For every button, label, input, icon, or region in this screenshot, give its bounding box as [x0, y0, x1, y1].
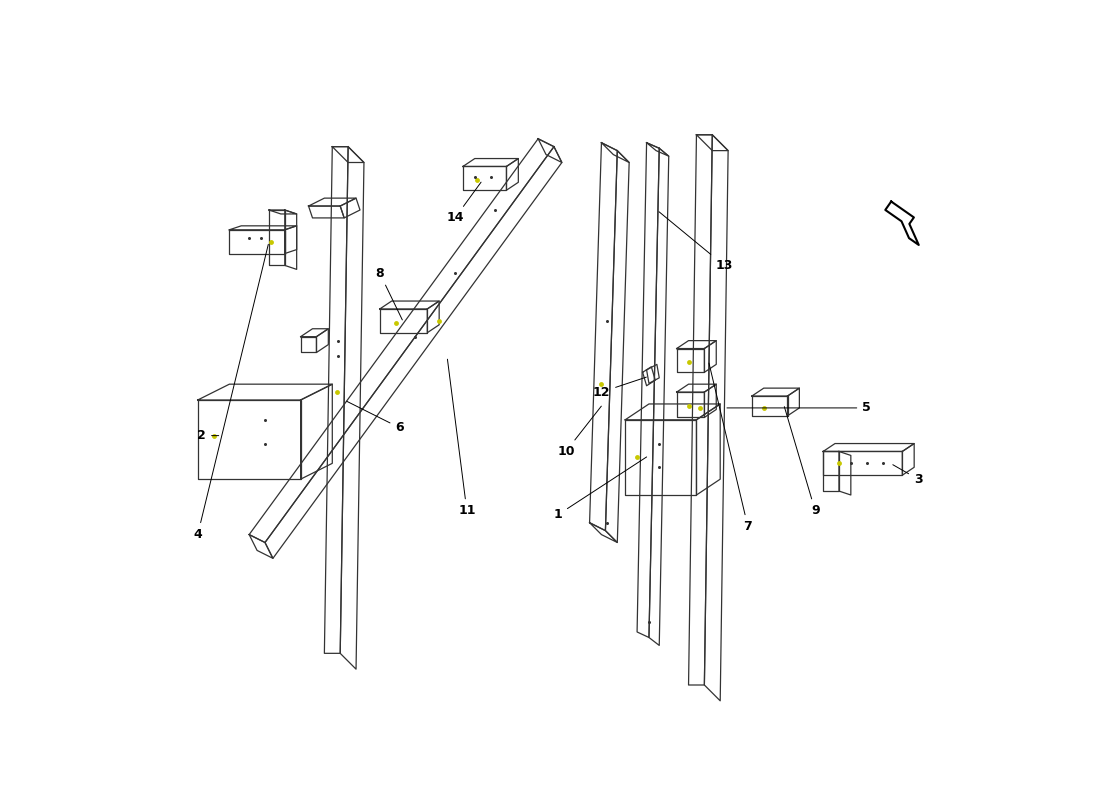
- Text: 2: 2: [197, 429, 219, 442]
- Polygon shape: [642, 366, 656, 386]
- Polygon shape: [340, 198, 360, 218]
- Text: 9: 9: [784, 406, 820, 518]
- Text: 12: 12: [593, 377, 647, 398]
- Polygon shape: [605, 150, 629, 542]
- Text: 5: 5: [727, 402, 871, 414]
- Polygon shape: [308, 198, 356, 206]
- Text: 1: 1: [553, 457, 647, 522]
- Polygon shape: [300, 337, 317, 353]
- Polygon shape: [427, 301, 439, 333]
- Polygon shape: [649, 148, 669, 646]
- Polygon shape: [689, 134, 713, 685]
- Polygon shape: [379, 309, 427, 333]
- Polygon shape: [823, 443, 914, 451]
- Text: 10: 10: [557, 406, 602, 458]
- Polygon shape: [637, 142, 659, 638]
- Text: 6: 6: [346, 402, 404, 434]
- Polygon shape: [676, 392, 704, 418]
- Polygon shape: [198, 400, 300, 479]
- Polygon shape: [696, 404, 720, 495]
- Polygon shape: [332, 146, 364, 162]
- Text: 13: 13: [659, 212, 733, 272]
- Polygon shape: [463, 166, 506, 190]
- Polygon shape: [752, 388, 800, 396]
- Polygon shape: [823, 451, 839, 491]
- Text: 3: 3: [893, 465, 923, 486]
- Polygon shape: [265, 146, 562, 558]
- Text: 8: 8: [375, 267, 403, 320]
- Text: 11: 11: [448, 359, 475, 518]
- Polygon shape: [230, 226, 297, 230]
- Text: 14: 14: [447, 182, 481, 225]
- Polygon shape: [379, 301, 439, 309]
- Polygon shape: [270, 210, 285, 266]
- Polygon shape: [704, 341, 716, 372]
- Polygon shape: [676, 341, 716, 349]
- Polygon shape: [324, 146, 348, 654]
- Polygon shape: [823, 451, 902, 475]
- Polygon shape: [198, 384, 332, 400]
- Polygon shape: [590, 522, 617, 542]
- Text: 4: 4: [194, 244, 268, 541]
- Polygon shape: [317, 329, 328, 353]
- Polygon shape: [886, 202, 918, 245]
- Polygon shape: [788, 388, 800, 416]
- Text: 7: 7: [710, 363, 752, 533]
- Polygon shape: [647, 142, 669, 156]
- Polygon shape: [704, 384, 716, 418]
- Polygon shape: [308, 206, 344, 218]
- Polygon shape: [752, 396, 788, 416]
- Polygon shape: [340, 146, 364, 669]
- Polygon shape: [285, 226, 297, 254]
- Polygon shape: [625, 404, 720, 420]
- Polygon shape: [300, 384, 332, 479]
- Polygon shape: [839, 451, 850, 495]
- Polygon shape: [625, 420, 696, 495]
- Polygon shape: [463, 158, 518, 166]
- Polygon shape: [285, 210, 297, 270]
- Polygon shape: [250, 534, 273, 558]
- Polygon shape: [230, 230, 285, 254]
- Polygon shape: [647, 364, 659, 383]
- Polygon shape: [704, 134, 728, 701]
- Polygon shape: [590, 142, 617, 530]
- Polygon shape: [676, 384, 716, 392]
- Polygon shape: [602, 142, 629, 162]
- Polygon shape: [250, 138, 554, 542]
- Polygon shape: [506, 158, 518, 190]
- Polygon shape: [902, 443, 914, 475]
- Polygon shape: [676, 349, 704, 372]
- Polygon shape: [696, 134, 728, 150]
- Polygon shape: [300, 329, 328, 337]
- Polygon shape: [270, 210, 297, 214]
- Polygon shape: [538, 138, 562, 162]
